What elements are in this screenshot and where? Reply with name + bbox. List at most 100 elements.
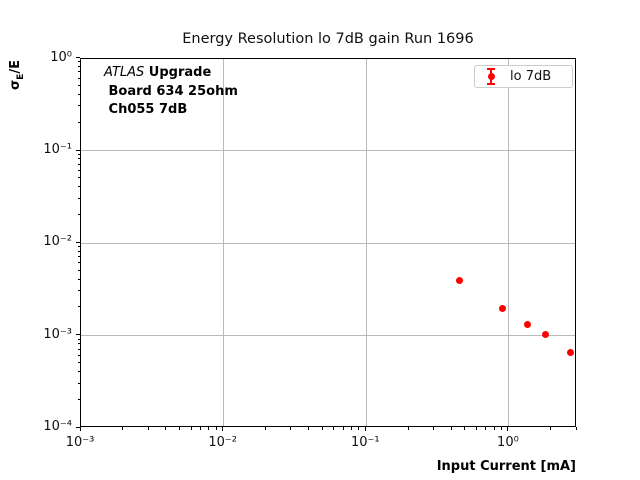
y-minor-tick xyxy=(77,158,80,160)
y-minor-tick xyxy=(77,371,80,373)
y-tick-label: 10⁻⁴ xyxy=(43,419,72,435)
data-point xyxy=(566,348,574,356)
x-minor-tick xyxy=(200,427,202,430)
x-minor-tick xyxy=(208,427,210,430)
y-minor-tick xyxy=(77,398,80,400)
y-minor-tick xyxy=(77,153,80,155)
annotation-board: Board 634 25ohm xyxy=(104,83,238,99)
chart-title: Energy Resolution lo 7dB gain Run 1696 xyxy=(182,31,474,47)
x-minor-tick xyxy=(493,427,495,430)
x-minor-tick xyxy=(290,427,292,430)
x-minor-tick xyxy=(464,427,466,430)
y-major-tick xyxy=(76,334,80,336)
x-major-tick xyxy=(507,427,509,432)
gridline-horizontal xyxy=(81,335,575,337)
x-minor-tick xyxy=(500,427,502,430)
y-minor-tick xyxy=(77,262,80,264)
x-minor-tick xyxy=(122,427,124,430)
x-minor-tick xyxy=(407,427,409,430)
x-minor-tick xyxy=(475,427,477,430)
y-minor-tick xyxy=(77,348,80,350)
plot-area xyxy=(80,57,576,428)
y-minor-tick xyxy=(77,66,80,68)
ylabel-sigma: σ xyxy=(8,79,24,90)
y-minor-tick xyxy=(77,105,80,107)
y-tick-label: 10⁻² xyxy=(43,234,72,250)
y-minor-tick xyxy=(77,177,80,179)
ylabel-subscript: E xyxy=(15,73,26,80)
x-minor-tick xyxy=(265,427,267,430)
legend: lo 7dB xyxy=(474,65,573,88)
x-tick-label: 10⁰ xyxy=(497,435,519,451)
x-tick-label: 10⁻² xyxy=(208,435,237,451)
y-minor-tick xyxy=(77,290,80,292)
annotation-channel: Ch055 7dB xyxy=(104,102,188,117)
x-minor-tick xyxy=(485,427,487,430)
data-point xyxy=(455,276,463,284)
y-minor-tick xyxy=(77,84,80,86)
x-minor-tick xyxy=(350,427,352,430)
y-minor-tick xyxy=(77,77,80,79)
y-minor-tick xyxy=(77,343,80,345)
y-major-tick xyxy=(76,426,80,428)
x-minor-tick xyxy=(450,427,452,430)
y-minor-tick xyxy=(77,214,80,216)
x-minor-tick xyxy=(308,427,310,430)
y-minor-tick xyxy=(77,278,80,280)
x-axis-label: Input Current [mA] xyxy=(436,459,576,474)
y-tick-label: 10⁰ xyxy=(50,49,72,65)
x-major-tick xyxy=(79,427,81,432)
annotation-block: ATLAS Upgrade Board 634 25ohm Ch055 7dB xyxy=(104,64,238,120)
x-minor-tick xyxy=(147,427,149,430)
x-minor-tick xyxy=(550,427,552,430)
y-minor-tick xyxy=(77,354,80,356)
y-minor-tick xyxy=(77,382,80,384)
x-minor-tick xyxy=(575,427,577,430)
legend-label: lo 7dB xyxy=(510,69,552,84)
y-minor-tick xyxy=(77,71,80,73)
gridline-vertical xyxy=(223,58,225,427)
y-minor-tick xyxy=(77,250,80,252)
y-major-tick xyxy=(76,149,80,151)
y-minor-tick xyxy=(77,169,80,171)
x-minor-tick xyxy=(342,427,344,430)
errorbar-cap-bottom xyxy=(487,83,495,85)
y-minor-tick xyxy=(77,61,80,63)
gridline-vertical xyxy=(365,58,367,427)
y-minor-tick xyxy=(77,186,80,188)
x-minor-tick xyxy=(333,427,335,430)
annotation-upgrade: Upgrade xyxy=(144,65,212,80)
y-tick-label: 10⁻³ xyxy=(43,326,72,342)
data-point xyxy=(498,305,506,313)
x-minor-tick xyxy=(321,427,323,430)
x-tick-label: 10⁻¹ xyxy=(350,435,380,451)
y-minor-tick xyxy=(77,306,80,308)
gridline-vertical xyxy=(508,58,510,427)
x-minor-tick xyxy=(432,427,434,430)
y-major-tick xyxy=(76,57,80,59)
x-minor-tick xyxy=(179,427,181,430)
y-minor-tick xyxy=(77,197,80,199)
y-minor-tick xyxy=(77,362,80,364)
y-minor-tick xyxy=(77,246,80,248)
errorbar-dot xyxy=(487,73,495,80)
errorbar-cap-top xyxy=(487,68,495,70)
gridline-horizontal xyxy=(81,242,575,244)
y-minor-tick xyxy=(77,121,80,123)
x-minor-tick xyxy=(358,427,360,430)
gridline-horizontal xyxy=(81,150,575,152)
legend-errorbar-marker-icon xyxy=(484,68,498,85)
y-minor-tick xyxy=(77,256,80,258)
y-minor-tick xyxy=(77,338,80,340)
y-tick-label: 10⁻¹ xyxy=(43,142,72,157)
x-major-tick xyxy=(222,427,224,432)
y-minor-tick xyxy=(77,93,80,95)
y-minor-tick xyxy=(77,269,80,271)
x-major-tick xyxy=(364,427,366,432)
data-point xyxy=(541,331,549,339)
x-minor-tick xyxy=(215,427,217,430)
x-tick-label: 10⁻³ xyxy=(65,435,95,451)
y-major-tick xyxy=(76,241,80,243)
data-point xyxy=(524,321,532,329)
